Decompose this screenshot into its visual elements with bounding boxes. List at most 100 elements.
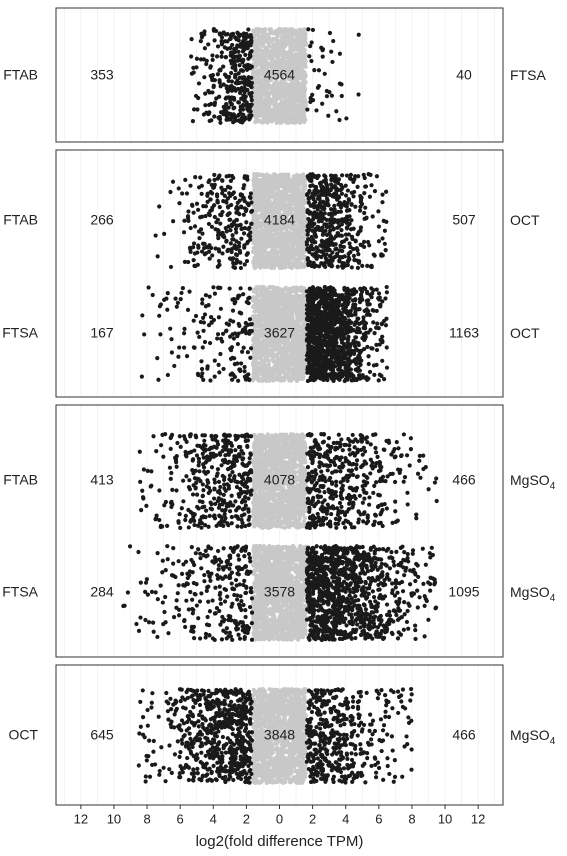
nonsignificant-point (252, 108, 256, 112)
significant-point (358, 205, 362, 209)
significant-point (249, 39, 253, 43)
significant-point (197, 185, 201, 189)
count-right: 507 (452, 212, 476, 228)
nonsignificant-point (285, 232, 289, 236)
significant-point (212, 114, 216, 118)
significant-point (171, 219, 175, 223)
significant-point (326, 189, 330, 193)
nonsignificant-point (287, 40, 291, 44)
nonsignificant-point (289, 32, 293, 36)
significant-point (331, 39, 335, 43)
significant-point (357, 259, 361, 263)
significant-point (342, 261, 346, 265)
significant-point (339, 210, 343, 214)
significant-point (238, 199, 242, 203)
significant-point (345, 209, 349, 213)
significant-point (235, 31, 239, 35)
significant-point (202, 75, 206, 79)
significant-point (337, 259, 341, 263)
significant-point (234, 73, 238, 77)
nonsignificant-point (261, 177, 265, 181)
nonsignificant-point (286, 35, 290, 39)
nonsignificant-point (265, 175, 269, 179)
significant-point (352, 258, 356, 262)
significant-point (228, 97, 232, 101)
significant-point (249, 191, 253, 195)
significant-point (211, 58, 215, 62)
nonsignificant-point (260, 193, 264, 197)
nonsignificant-point (267, 180, 271, 184)
significant-point (243, 42, 247, 46)
nonsignificant-point (256, 248, 260, 252)
significant-point (218, 80, 222, 84)
significant-point (328, 31, 332, 35)
significant-point (320, 48, 324, 52)
nonsignificant-point (272, 83, 276, 87)
significant-point (219, 55, 223, 59)
significant-point (182, 230, 186, 234)
significant-point (352, 254, 356, 258)
nonsignificant-point (286, 118, 290, 122)
nonsignificant-point (258, 224, 262, 228)
nonsignificant-point (270, 243, 274, 247)
nonsignificant-point (286, 175, 290, 179)
significant-point (321, 55, 325, 59)
significant-point (242, 213, 246, 217)
nonsignificant-point (296, 40, 300, 44)
significant-point (383, 229, 387, 233)
significant-point (197, 81, 201, 85)
nonsignificant-point (258, 86, 262, 90)
significant-point (233, 119, 237, 123)
nonsignificant-point (292, 201, 296, 205)
nonsignificant-point (303, 98, 307, 102)
significant-point (237, 76, 241, 80)
significant-point (384, 248, 388, 252)
significant-point (224, 95, 228, 99)
significant-point (344, 193, 348, 197)
nonsignificant-point (255, 236, 259, 240)
significant-point (231, 265, 235, 269)
nonsignificant-point (269, 265, 273, 269)
significant-point (358, 209, 362, 213)
nonsignificant-point (278, 62, 282, 66)
significant-point (232, 96, 236, 100)
nonsignificant-point (264, 60, 268, 64)
significant-point (217, 68, 221, 72)
nonsignificant-point (285, 260, 289, 264)
significant-point (247, 80, 251, 84)
nonsignificant-point (297, 105, 301, 109)
significant-point (348, 176, 352, 180)
significant-point (307, 212, 311, 216)
significant-point (324, 248, 328, 252)
significant-point (334, 109, 338, 113)
significant-point (329, 211, 333, 215)
nonsignificant-point (284, 90, 288, 94)
nonsignificant-point (270, 193, 274, 197)
significant-point (198, 175, 202, 179)
nonsignificant-point (295, 53, 299, 57)
nonsignificant-point (279, 197, 283, 201)
nonsignificant-point (289, 108, 293, 112)
significant-point (245, 253, 249, 257)
significant-point (234, 230, 238, 234)
significant-point (242, 183, 246, 187)
significant-point (342, 239, 346, 243)
significant-point (228, 186, 232, 190)
significant-point (377, 239, 381, 243)
nonsignificant-point (287, 257, 291, 261)
nonsignificant-point (272, 229, 276, 233)
significant-point (197, 236, 201, 240)
significant-point (227, 75, 231, 79)
significant-point (339, 183, 343, 187)
significant-point (223, 194, 227, 198)
nonsignificant-point (295, 379, 299, 383)
nonsignificant-point (288, 183, 292, 187)
significant-point (231, 176, 235, 180)
significant-point (234, 89, 238, 93)
significant-point (246, 65, 250, 69)
significant-point (332, 217, 336, 221)
nonsignificant-point (287, 240, 291, 244)
significant-point (309, 244, 313, 248)
nonsignificant-point (264, 243, 268, 247)
